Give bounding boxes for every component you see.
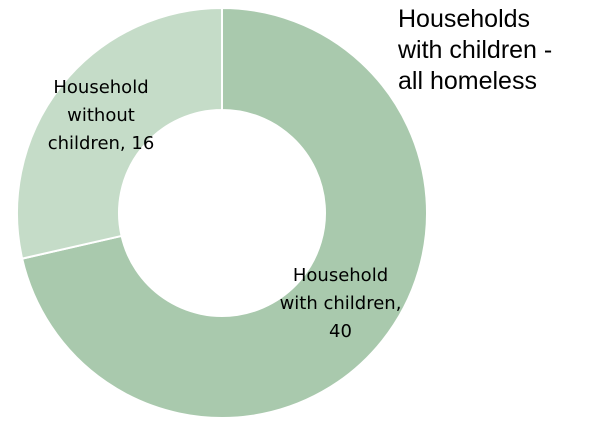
donut-slice-household-without-children (16, 6, 223, 260)
donut-slices (16, 6, 428, 419)
chart-title: Households with children - all homeless (398, 5, 553, 95)
data-label-with-children: Household with children, 40 (279, 265, 402, 342)
data-label-without-children: Household without children, 16 (47, 77, 155, 154)
donut-slice-household-with-children (20, 6, 428, 419)
